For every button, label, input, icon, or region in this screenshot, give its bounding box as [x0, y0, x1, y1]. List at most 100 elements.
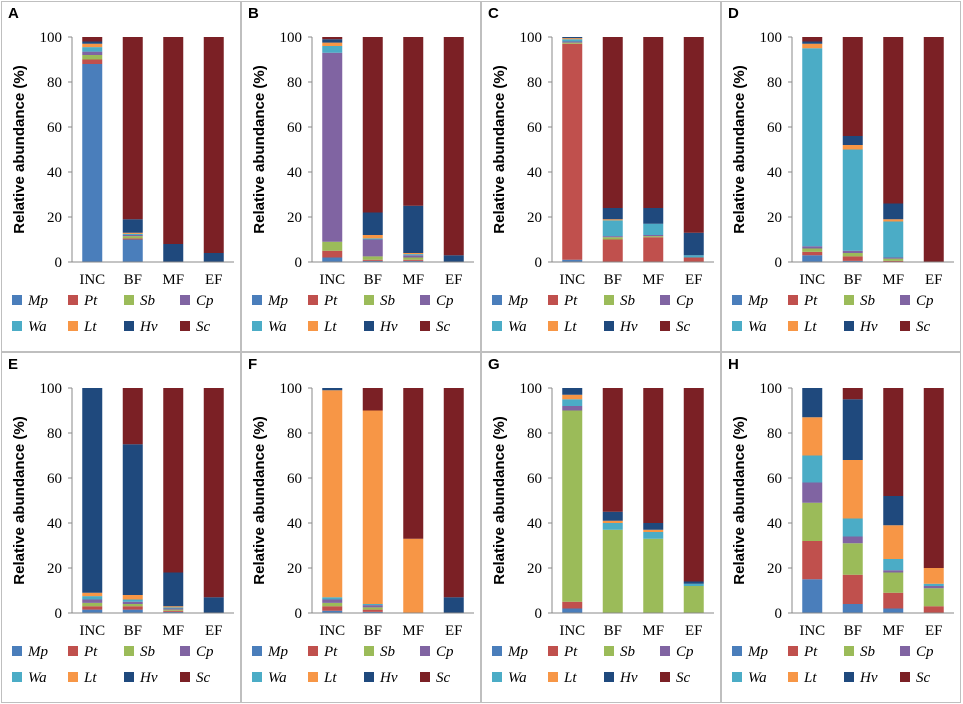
bar-segment-cp-bf [842, 250, 863, 253]
y-tick-label: 80 [767, 75, 782, 91]
legend-swatch-mp [492, 295, 502, 305]
legend-swatch-pt [548, 295, 558, 305]
bar-segment-pt-bf [842, 574, 863, 604]
legend-label-lt: Lt [803, 319, 817, 335]
legend-label-cp: Cp [436, 644, 454, 660]
bar-segment-lt-bf [602, 520, 623, 523]
bar-segment-mp-inc [562, 259, 583, 262]
panel-label: F [248, 356, 257, 373]
bar-segment-pt-bf [122, 238, 143, 240]
x-tick-label: BF [364, 272, 382, 288]
x-tick-label: EF [685, 623, 703, 639]
y-tick-label: 100 [760, 30, 783, 46]
bar-segment-cp-bf [122, 235, 143, 237]
bar-segment-sc-mf [403, 388, 424, 539]
bar-segment-wa-inc [322, 597, 343, 600]
bar-segment-sc-ef [923, 388, 944, 568]
bar-segment-cp-bf [362, 605, 383, 608]
bar-segment-sc-bf [122, 37, 143, 220]
legend-swatch-sb [844, 295, 854, 305]
bar-segment-cp-inc [802, 482, 823, 503]
legend-swatch-hv [844, 321, 854, 331]
legend-swatch-hv [604, 672, 614, 682]
legend-label-lt: Lt [83, 319, 97, 335]
bar-segment-mp-inc [322, 257, 343, 262]
legend-label-hv: Hv [379, 319, 398, 335]
legend-swatch-wa [492, 672, 502, 682]
bar-segment-sb-ef [923, 588, 944, 607]
legend-swatch-cp [180, 295, 190, 305]
bar-segment-sc-ef [443, 388, 464, 598]
legend-swatch-pt [308, 646, 318, 656]
bar-segment-sb-inc [562, 410, 583, 602]
y-axis-title: Relative abundance (%) [251, 65, 268, 233]
y-tick-label: 20 [287, 561, 302, 577]
bar-segment-sc-mf [883, 388, 904, 496]
bar-segment-hv-ef [203, 597, 224, 613]
legend-swatch-mp [252, 646, 262, 656]
panel-label: G [488, 356, 500, 373]
legend-label-pt: Pt [323, 293, 338, 309]
bar-segment-sc-ef [683, 388, 704, 582]
bar-segment-cp-inc [562, 406, 583, 411]
bar-segment-sc-bf [602, 388, 623, 512]
legend-label-pt: Pt [563, 644, 578, 660]
legend-label-mp: Mp [267, 293, 288, 309]
bar-segment-pt-inc [322, 250, 343, 258]
legend-swatch-mp [12, 295, 22, 305]
legend-swatch-sc [660, 321, 670, 331]
legend-swatch-wa [492, 321, 502, 331]
bar-segment-hv-inc [82, 41, 103, 44]
legend-swatch-wa [252, 672, 262, 682]
x-tick-label: INC [79, 623, 105, 639]
bar-segment-mp-inc [802, 255, 823, 262]
legend-swatch-lt [788, 672, 798, 682]
bar-segment-sb-bf [362, 607, 383, 610]
bar-segment-lt-inc [562, 394, 583, 400]
bar-segment-lt-inc [802, 43, 823, 49]
bar-segment-pt-bf [842, 256, 863, 261]
x-tick-label: EF [205, 272, 223, 288]
chart-panel-a: A Relative abundance (%) 0 20 40 60 80 100 INC BF… [1, 1, 241, 352]
x-tick-label: EF [205, 623, 223, 639]
bar-segment-mp-inc [562, 608, 583, 613]
bar-segment-mp-inc [82, 609, 103, 613]
bar-segment-wa-inc [82, 47, 103, 52]
bar-segment-wa-bf [602, 220, 623, 237]
legend-label-cp: Cp [676, 644, 694, 660]
legend-label-sc: Sc [916, 319, 931, 335]
bar-segment-sb-bf [602, 529, 623, 613]
bar-segment-mp-inc [322, 610, 343, 613]
bar-segment-hv-ef [683, 232, 704, 256]
chart-svg: G Relative abundance (%) 0 20 40 60 80 100 INC BF… [488, 356, 714, 686]
bar-segment-hv-ef [443, 597, 464, 613]
bar-segment-sb-mf [403, 257, 424, 260]
y-tick-label: 80 [47, 75, 62, 91]
y-axis-title: Relative abundance (%) [491, 416, 508, 584]
legend-swatch-mp [732, 295, 742, 305]
y-tick-label: 40 [767, 516, 782, 532]
legend-label-mp: Mp [267, 644, 288, 660]
y-tick-label: 60 [527, 471, 542, 487]
y-tick-label: 60 [767, 471, 782, 487]
bar-segment-sc-bf [122, 388, 143, 445]
bar-segment-wa-ef [923, 583, 944, 586]
bar-segment-hv-mf [643, 523, 664, 530]
legend-swatch-cp [660, 646, 670, 656]
x-tick-label: BF [364, 623, 382, 639]
chart-svg: B Relative abundance (%) 0 20 40 60 80 100 INC BF… [248, 5, 474, 335]
chart-svg: D Relative abundance (%) 0 20 40 60 80 100 INC BF… [728, 5, 954, 335]
y-tick-label: 80 [47, 426, 62, 442]
legend-swatch-cp [180, 646, 190, 656]
chart-panel-h: H Relative abundance (%) 0 20 40 60 80 100 INC BF… [721, 352, 961, 703]
y-tick-label: 100 [280, 381, 303, 397]
bar-segment-wa-bf [122, 233, 143, 235]
bar-segment-sb-bf [122, 604, 143, 607]
bar-segment-hv-bf [842, 399, 863, 460]
bar-segment-pt-inc [562, 601, 583, 609]
bar-segment-sc-mf [163, 37, 184, 244]
legend-swatch-pt [548, 646, 558, 656]
panel-label: C [488, 5, 499, 22]
bar-segment-lt-mf [163, 606, 184, 608]
bar-segment-hv-ef [203, 253, 224, 262]
